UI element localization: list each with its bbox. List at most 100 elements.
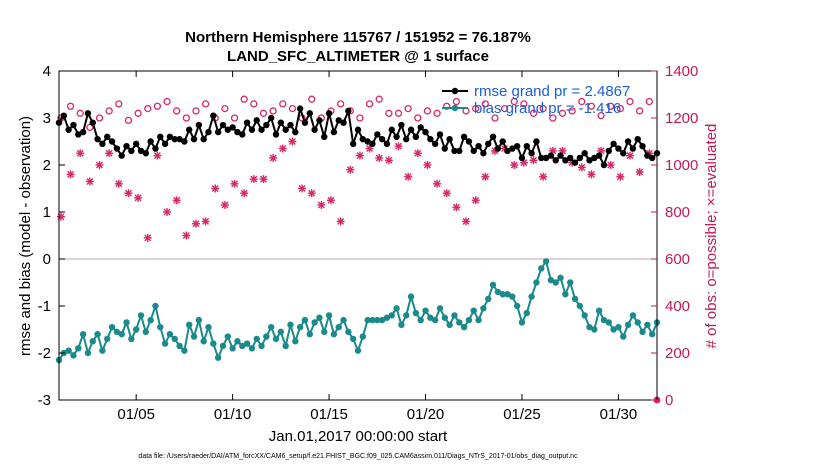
- rmse-point: [186, 126, 193, 133]
- bias-point: [485, 295, 492, 303]
- bias-point: [523, 309, 530, 317]
- asterisk-stroke: [530, 156, 538, 164]
- y-tick-label: -2: [38, 345, 51, 362]
- rmse-point: [118, 152, 125, 159]
- bias-point: [330, 331, 338, 338]
- evaluated-obs-marker: [182, 231, 191, 240]
- rmse-point: [65, 126, 72, 133]
- possible-obs-marker: [587, 102, 596, 110]
- evaluated-obs-marker: [529, 156, 538, 165]
- rmse-point: [137, 147, 145, 155]
- possible-obs-marker: [221, 104, 229, 113]
- possible-obs-marker: [414, 114, 422, 122]
- rmse-point: [176, 135, 183, 143]
- rmse-point: [171, 135, 178, 143]
- rmse-point: [75, 131, 82, 138]
- rmse-point: [272, 131, 280, 138]
- asterisk-stroke: [520, 159, 528, 167]
- bias-point: [403, 312, 410, 319]
- evaluated-obs-marker: [76, 149, 85, 158]
- asterisk-stroke: [288, 138, 296, 145]
- evaluated-obs-marker: [134, 193, 143, 202]
- possible-obs-marker: [472, 104, 480, 113]
- bias-point: [427, 314, 434, 321]
- rmse-point: [615, 145, 622, 152]
- rmse-point: [528, 150, 535, 157]
- y2-tick-label: 600: [665, 251, 690, 268]
- rmse-point: [253, 117, 260, 124]
- asterisk-stroke: [105, 149, 113, 157]
- rmse-point: [181, 138, 188, 145]
- rmse-point: [190, 135, 198, 143]
- bias-point: [489, 281, 497, 289]
- bias-point: [542, 258, 550, 265]
- evaluated-obs-marker: [240, 189, 249, 198]
- rmse-point: [624, 138, 632, 145]
- possible-obs-marker: [558, 109, 567, 117]
- evaluated-obs-marker: [616, 172, 625, 181]
- possible-obs-marker: [240, 95, 248, 103]
- bias-point: [113, 328, 121, 336]
- evaluated-obs-marker: [269, 153, 278, 162]
- evaluated-obs-marker: [462, 217, 471, 226]
- possible-obs-marker: [568, 107, 576, 115]
- bias-point: [287, 321, 294, 328]
- legend-bias-label: bias grand pr = -1.416: [474, 100, 621, 117]
- bias-point: [104, 335, 111, 343]
- y-tick-label: 1: [43, 204, 51, 221]
- evaluated-obs-marker: [625, 151, 634, 160]
- rmse-point: [398, 121, 405, 129]
- bias-point: [624, 321, 632, 328]
- bias-point: [311, 319, 318, 326]
- bias-point: [615, 323, 622, 331]
- bias-point: [475, 316, 482, 324]
- rmse-point: [523, 143, 530, 150]
- rmse-point: [542, 154, 550, 162]
- bias-point: [422, 307, 429, 314]
- rmse-point: [321, 133, 328, 140]
- bias-point: [210, 340, 217, 347]
- rmse-point: [354, 126, 362, 133]
- bias-point: [393, 305, 400, 312]
- possible-obs-marker: [491, 114, 499, 122]
- possible-obs-marker: [115, 100, 123, 108]
- bias-point: [296, 323, 304, 331]
- rmse-point: [258, 126, 265, 133]
- bias-point: [321, 328, 328, 336]
- possible-obs-marker: [423, 107, 432, 115]
- possible-obs-marker: [520, 100, 528, 108]
- bias-point: [205, 323, 212, 331]
- rmse-point: [340, 119, 347, 126]
- asterisk-stroke: [626, 152, 634, 160]
- rmse-point: [94, 135, 101, 143]
- evaluated-obs-marker: [346, 165, 355, 174]
- bias-point: [340, 316, 347, 324]
- rmse-point: [581, 150, 588, 157]
- bias-point: [166, 331, 174, 338]
- bias-point: [137, 312, 145, 319]
- rmse-point: [470, 147, 477, 155]
- bias-point: [576, 302, 584, 310]
- possible-obs-marker: [76, 109, 84, 117]
- bias-point: [528, 293, 535, 300]
- rmse-point: [412, 133, 420, 140]
- possible-obs-marker: [645, 97, 653, 106]
- evaluated-obs-marker: [298, 184, 307, 193]
- rmse-point: [610, 140, 617, 148]
- asterisk-stroke: [395, 142, 403, 150]
- x-tick-label: 01/05: [117, 406, 155, 423]
- bias-point: [538, 265, 545, 272]
- possible-obs-marker: [635, 107, 644, 115]
- rmse-point: [518, 154, 526, 162]
- asterisk-stroke: [144, 234, 152, 242]
- bias-point: [258, 342, 265, 350]
- rmse-point: [301, 119, 309, 126]
- evaluated-obs-marker: [124, 189, 133, 198]
- rmse-point: [99, 140, 106, 148]
- rmse-point: [316, 117, 323, 124]
- possible-obs-marker: [250, 100, 258, 108]
- rmse-point: [407, 126, 415, 133]
- asterisk-stroke: [404, 173, 412, 181]
- bias-point: [359, 333, 367, 340]
